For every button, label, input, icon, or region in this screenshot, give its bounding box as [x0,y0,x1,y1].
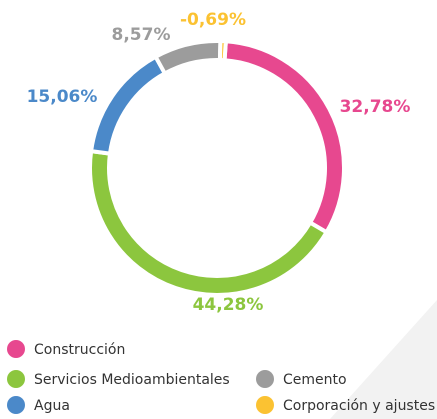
value-label: 8,57% [112,25,171,45]
legend-marker [7,370,25,388]
slice [222,39,346,236]
legend-marker [7,340,25,358]
slice [88,54,168,156]
legend-marker [256,370,274,388]
legend-label: Agua [34,398,70,414]
value-label: 32,78% [340,97,411,117]
legend-label: Cemento [283,372,347,388]
slice [152,39,223,77]
legend-label: Corporación y ajustes [283,398,435,414]
value-label: -0,69% [180,10,246,30]
value-label: 15,06% [27,87,98,107]
decoration [330,300,437,419]
legend-label: Construcción [34,342,125,358]
slice [88,148,330,297]
legend-marker [7,396,25,414]
legend-marker [256,396,274,414]
value-label: 44,28% [193,295,264,315]
slice [217,38,228,63]
legend-label: Servicios Medioambientales [34,372,230,388]
